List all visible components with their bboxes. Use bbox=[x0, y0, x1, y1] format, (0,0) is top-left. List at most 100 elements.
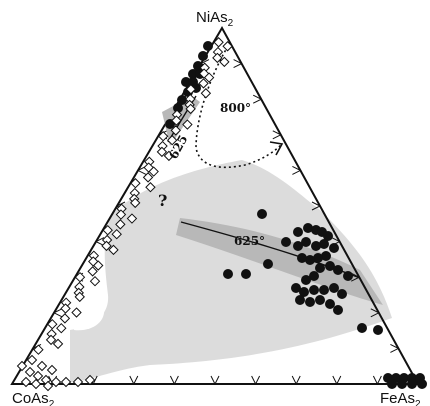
edge-tick bbox=[94, 237, 105, 247]
data-point-circle bbox=[198, 51, 208, 61]
data-point-diamond bbox=[16, 360, 28, 372]
isotherm-800-arrowhead bbox=[269, 141, 284, 156]
edge-tick bbox=[292, 165, 302, 175]
vertex-label-right: FeAs2 bbox=[380, 390, 421, 406]
data-point-diamond bbox=[115, 219, 126, 230]
data-point-diamond bbox=[72, 376, 84, 388]
data-point-circle bbox=[373, 325, 383, 335]
data-point-diamond bbox=[142, 172, 154, 183]
data-point-diamond bbox=[89, 275, 101, 287]
data-point-circle bbox=[321, 251, 331, 261]
data-point-diamond bbox=[212, 52, 223, 64]
data-point-diamond bbox=[87, 266, 98, 277]
data-point-diamond bbox=[108, 244, 119, 256]
edge-tick bbox=[370, 308, 380, 318]
edge-tick bbox=[332, 375, 342, 386]
data-point-circle bbox=[315, 295, 325, 305]
data-point-circle bbox=[173, 103, 183, 113]
data-point-circle bbox=[177, 95, 187, 105]
data-point-diamond bbox=[46, 364, 58, 376]
data-point-diamond bbox=[222, 41, 233, 52]
data-point-diamond bbox=[59, 313, 71, 324]
data-point-diamond bbox=[203, 72, 215, 83]
edge-tick bbox=[52, 308, 63, 318]
data-point-circle bbox=[303, 223, 313, 233]
data-point-diamond bbox=[115, 209, 127, 220]
data-point-diamond bbox=[157, 131, 169, 142]
data-point-circle bbox=[301, 275, 311, 285]
data-point-diamond bbox=[148, 166, 159, 177]
data-point-diamond bbox=[102, 225, 113, 236]
data-point-diamond bbox=[171, 115, 182, 126]
data-point-diamond bbox=[74, 271, 86, 283]
isotherm-625-center-label: 625° bbox=[234, 234, 265, 248]
filled-circle-series bbox=[165, 41, 427, 389]
edge-tick bbox=[210, 375, 220, 386]
data-point-diamond bbox=[52, 338, 64, 350]
data-point-circle bbox=[293, 241, 303, 251]
data-point-diamond bbox=[33, 344, 44, 355]
data-point-diamond bbox=[93, 260, 104, 271]
edge-tick bbox=[291, 375, 301, 386]
data-point-diamond bbox=[84, 374, 96, 386]
data-point-diamond bbox=[20, 376, 32, 388]
data-point-circle bbox=[257, 209, 267, 219]
data-point-circle bbox=[319, 285, 329, 295]
edge-tick bbox=[311, 201, 322, 211]
data-point-circle bbox=[387, 379, 397, 389]
data-point-circle bbox=[297, 253, 307, 263]
data-point-diamond bbox=[30, 378, 42, 390]
miscibility-field-dark bbox=[176, 218, 383, 305]
data-point-circle bbox=[319, 239, 329, 249]
data-point-diamond bbox=[182, 119, 193, 130]
data-point-diamond bbox=[219, 56, 230, 68]
data-point-diamond bbox=[170, 125, 181, 136]
data-point-circle bbox=[333, 305, 343, 315]
data-point-circle bbox=[329, 243, 339, 253]
isotherm-800-label: 800° bbox=[220, 101, 251, 115]
data-point-circle bbox=[188, 69, 198, 79]
data-point-diamond bbox=[163, 150, 175, 162]
data-point-circle bbox=[223, 269, 233, 279]
data-point-diamond bbox=[111, 229, 122, 240]
data-point-circle bbox=[203, 41, 213, 51]
data-point-circle bbox=[343, 271, 353, 281]
data-point-circle bbox=[295, 295, 305, 305]
data-point-diamond bbox=[47, 318, 58, 330]
data-point-circle bbox=[291, 283, 301, 293]
edge-tick bbox=[233, 59, 243, 69]
data-point-circle bbox=[407, 379, 417, 389]
data-point-circle bbox=[293, 227, 303, 237]
data-point-diamond bbox=[213, 37, 224, 48]
question-mark: ? bbox=[158, 191, 167, 210]
data-point-circle bbox=[309, 285, 319, 295]
data-point-circle bbox=[417, 379, 427, 389]
data-point-circle bbox=[309, 271, 319, 281]
data-point-circle bbox=[299, 287, 309, 297]
data-point-circle bbox=[241, 269, 251, 279]
data-point-diamond bbox=[74, 291, 85, 303]
vertex-label-left: CoAs2 bbox=[12, 390, 55, 406]
data-point-diamond bbox=[129, 197, 141, 209]
data-point-diamond bbox=[198, 78, 209, 89]
data-point-diamond bbox=[60, 303, 71, 314]
data-point-circle bbox=[325, 261, 335, 271]
data-point-circle bbox=[305, 297, 315, 307]
data-point-diamond bbox=[200, 88, 212, 99]
data-point-diamond bbox=[101, 240, 112, 252]
data-point-diamond bbox=[24, 366, 36, 378]
data-point-circle bbox=[325, 299, 335, 309]
data-point-diamond bbox=[130, 178, 141, 189]
data-point-diamond bbox=[45, 334, 57, 346]
data-point-circle bbox=[181, 77, 191, 87]
data-point-circle bbox=[337, 289, 347, 299]
edge-tick bbox=[390, 343, 400, 353]
data-point-diamond bbox=[185, 84, 197, 95]
data-point-circle bbox=[315, 263, 325, 273]
data-point-diamond bbox=[60, 376, 72, 388]
data-point-diamond bbox=[26, 354, 38, 366]
data-point-diamond bbox=[32, 370, 44, 382]
data-point-circle bbox=[323, 231, 333, 241]
data-point-diamond bbox=[145, 182, 156, 193]
